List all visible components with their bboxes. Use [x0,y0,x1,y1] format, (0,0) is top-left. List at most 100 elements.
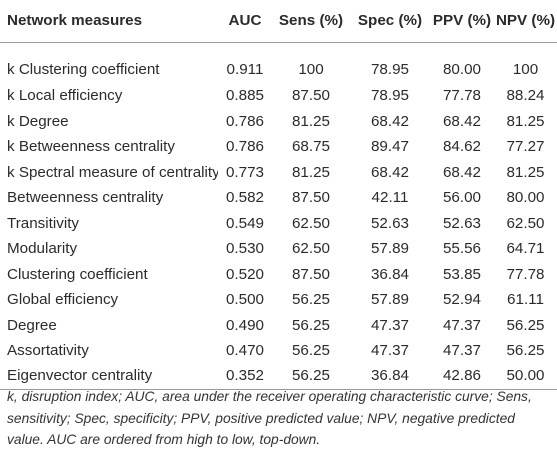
measure-name: k Betweenness centrality [7,138,175,156]
sens-value: 56.25 [272,363,350,390]
spec-value: 78.95 [370,61,409,79]
header-npv: NPV (%) [494,0,557,43]
spec-value: 68.42 [370,163,409,181]
npv-value: 64.71 [506,240,545,258]
auc-value: 0.549 [225,214,264,232]
npv-value: 56.25 [506,316,545,334]
measure-name: Transitivity [7,214,80,232]
table-row: k Spectral measure of centrality 0.773 81.… [0,160,557,186]
table-row: Betweenness centrality 0.582 87.50 42.11 56.… [0,185,557,211]
sens-value: 87.50 [291,265,330,283]
header-sens: Sens (%) [272,0,350,43]
measure-name: Degree [7,316,57,334]
sens-value: 68.75 [291,138,330,156]
table-row: Eigenvector centrality 0.352 56.25 36.84 42.… [0,363,557,390]
ppv-value: 47.37 [442,316,481,334]
npv-value: 81.25 [506,163,545,181]
npv-value: 61.11 [507,291,544,309]
sens-value: 100 [298,61,324,79]
sens-value: 87.50 [291,189,330,207]
npv-value: 100 [512,61,539,79]
auc-value: 0.530 [225,240,264,258]
measure-name: Eigenvector centrality [0,363,218,390]
measure-name: Global efficiency [7,291,119,309]
sens-value: 56.25 [291,316,330,334]
sens-value: 62.50 [291,214,330,232]
measure-name: k Spectral measure of centrality [7,163,218,181]
npv-value: 50.00 [494,363,557,390]
npv-value: 88.24 [506,87,545,105]
header-row: Network measures AUC Sens (%) Spec (%) P… [0,0,557,43]
table-row: Degree 0.490 56.25 47.37 47.37 56.25 [0,313,557,339]
spec-value: 68.42 [370,112,409,130]
measure-name: Modularity [7,240,78,258]
spec-value: 78.95 [370,87,409,105]
spec-value: 47.37 [370,316,409,334]
measure-name: Clustering coefficient [7,265,148,283]
auc-value: 0.500 [225,291,264,309]
header-spec: Spec (%) [350,0,430,43]
network-measures-table: Network measures AUC Sens (%) Spec (%) P… [0,0,557,390]
npv-value: 77.78 [506,265,545,283]
auc-value: 0.773 [225,163,264,181]
auc-value: 0.786 [225,138,264,156]
table-row: Clustering coefficient 0.520 87.50 36.84 53.… [0,262,557,288]
ppv-value: 68.42 [442,163,481,181]
sens-value: 81.25 [291,163,330,181]
table-body: k Clustering coefficient 0.911 100 78.95 80.… [0,42,557,390]
auc-value: 0.470 [225,342,264,360]
table-row: Global efficiency 0.500 56.25 57.89 52.94 61.… [0,287,557,313]
ppv-value: 42.86 [430,363,494,390]
spec-value: 57.89 [370,240,409,258]
ppv-value: 52.63 [442,214,481,232]
ppv-value: 77.78 [442,87,481,105]
npv-value: 77.27 [506,138,545,156]
table-row: Modularity 0.530 62.50 57.89 55.56 64.71 [0,236,557,262]
spec-value: 89.47 [370,138,409,156]
npv-value: 56.25 [506,342,545,360]
auc-value: 0.885 [225,87,264,105]
ppv-value: 68.42 [442,112,481,130]
auc-value: 0.786 [225,112,264,130]
spec-value: 36.84 [370,265,409,283]
table-row: k Clustering coefficient 0.911 100 78.95 80.… [0,42,557,83]
auc-value: 0.911 [226,61,264,79]
sens-value: 87.50 [291,87,330,105]
auc-value: 0.520 [225,265,264,283]
table-row: k Local efficiency 0.885 87.50 78.95 77.78 88… [0,83,557,109]
table-row: k Degree 0.786 81.25 68.42 68.42 81.25 [0,109,557,135]
header-network-measures: Network measures [0,0,218,43]
table-row: Assortativity 0.470 56.25 47.37 47.37 56.25 [0,338,557,364]
header-ppv: PPV (%) [430,0,494,43]
sens-value: 56.25 [291,342,330,360]
ppv-value: 52.94 [442,291,481,309]
sens-value: 62.50 [291,240,330,258]
ppv-value: 80.00 [442,61,481,79]
npv-value: 80.00 [506,189,545,207]
measure-name: k Degree [7,112,69,130]
spec-value: 57.89 [370,291,409,309]
sens-value: 56.25 [291,291,330,309]
table-footnote: k, disruption index; AUC, area under the… [7,389,532,447]
ppv-value: 56.00 [442,189,481,207]
spec-value: 42.11 [371,189,409,207]
ppv-value: 55.56 [442,240,481,258]
measure-name: k Local efficiency [7,87,123,105]
auc-value: 0.490 [225,316,264,334]
npv-value: 62.50 [506,214,545,232]
spec-value: 52.63 [370,214,409,232]
npv-value: 81.25 [506,112,545,130]
ppv-value: 47.37 [442,342,481,360]
spec-value: 47.37 [370,342,409,360]
header-auc: AUC [218,0,272,43]
auc-value: 0.352 [218,363,272,390]
table-row: k Betweenness centrality 0.786 68.75 89.47 8… [0,134,557,160]
ppv-value: 53.85 [442,265,481,283]
sens-value: 81.25 [291,112,330,130]
measure-name: Assortativity [7,342,89,360]
ppv-value: 84.62 [442,138,481,156]
measure-name: k Clustering coefficient [7,61,160,79]
measure-name: Betweenness centrality [7,189,164,207]
auc-value: 0.582 [225,189,264,207]
